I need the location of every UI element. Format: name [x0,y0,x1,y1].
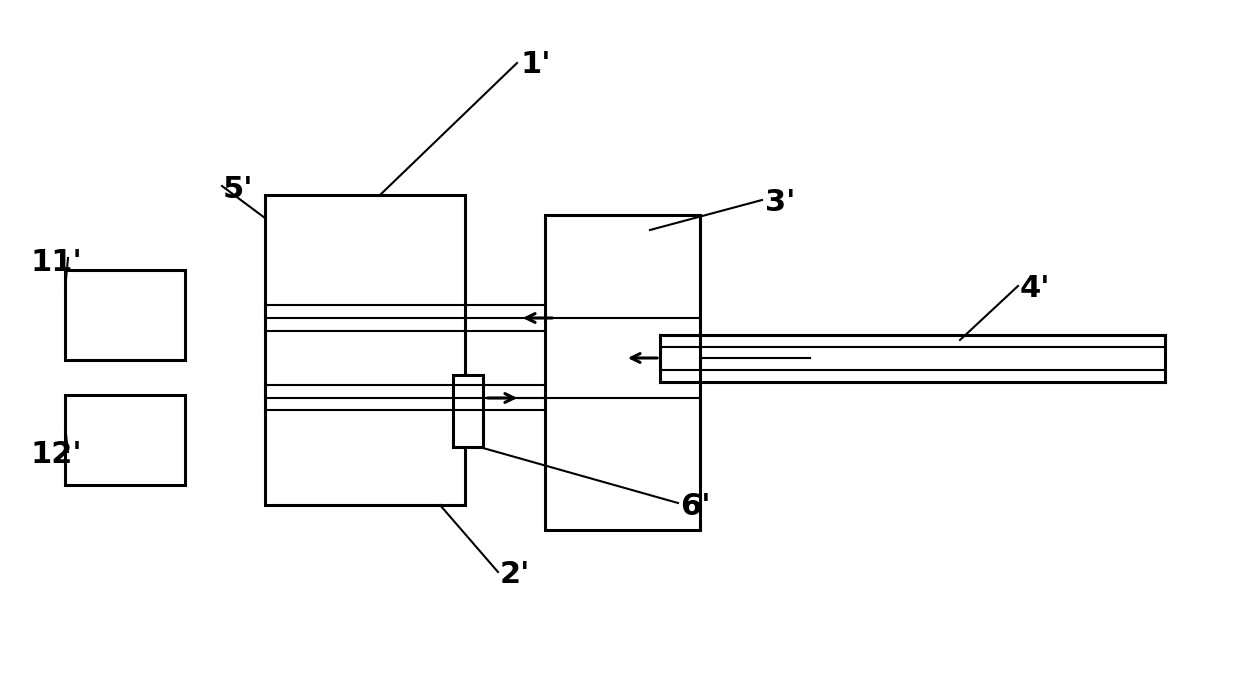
Text: 12': 12' [30,440,82,469]
Bar [64,270,185,360]
Bar [265,195,465,505]
Bar [64,395,185,485]
Text: 5': 5' [223,175,253,204]
Bar [546,215,701,530]
Text: 2': 2' [500,560,531,589]
Text: 6': 6' [680,492,711,521]
Text: 1': 1' [520,50,551,79]
Text: 4': 4' [1021,274,1050,303]
Text: 11': 11' [30,248,82,277]
Text: 3': 3' [765,188,795,217]
Bar [453,375,484,447]
